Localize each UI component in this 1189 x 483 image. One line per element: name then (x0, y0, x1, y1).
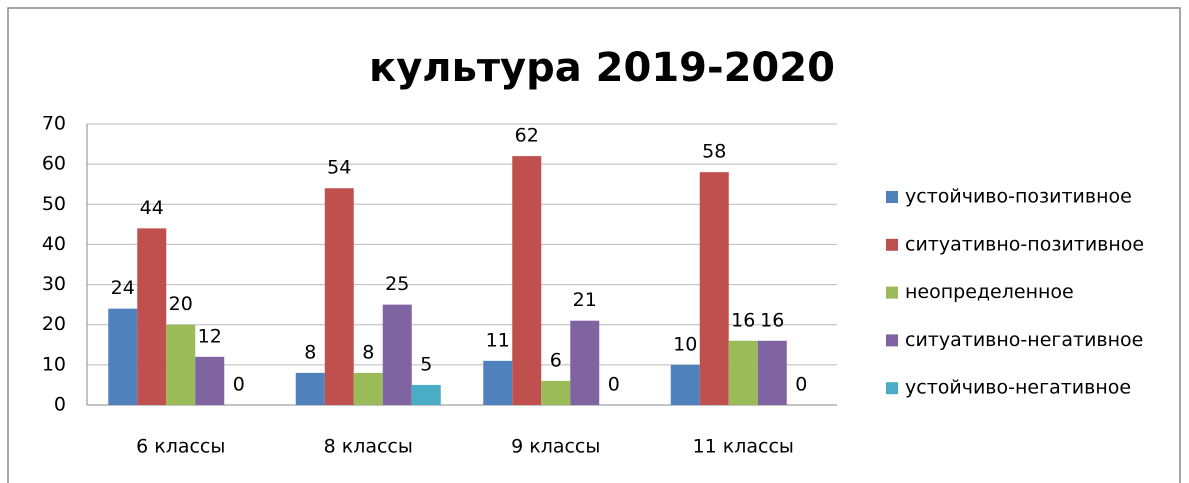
y-tick-label: 20 (42, 313, 66, 335)
bar (512, 156, 542, 405)
data-label: 25 (385, 273, 409, 295)
data-label: 54 (327, 157, 351, 179)
data-label: 62 (515, 125, 539, 147)
y-tick-label: 30 (42, 273, 66, 295)
legend-label: ситуативно-негативное (905, 329, 1143, 351)
data-label: 5 (420, 353, 432, 375)
bar (699, 172, 729, 405)
y-tick-label: 40 (42, 233, 66, 255)
legend-label: устойчиво-позитивное (905, 186, 1132, 208)
bar (137, 228, 167, 405)
legend-swatch (886, 382, 898, 395)
x-tick-label: 9 классы (511, 436, 600, 458)
legend-label: устойчиво-негативное (905, 377, 1131, 399)
data-label: 21 (573, 289, 597, 311)
data-label: 24 (111, 277, 135, 299)
data-label: 0 (233, 374, 245, 396)
y-tick-label: 10 (42, 353, 66, 375)
data-label: 11 (486, 329, 510, 351)
y-tick-label: 0 (54, 394, 66, 416)
bar (728, 340, 758, 405)
bar (324, 188, 354, 405)
legend-label: неопределенное (905, 281, 1074, 303)
bar (108, 308, 138, 405)
legend-swatch (886, 238, 898, 251)
data-label: 12 (198, 325, 222, 347)
data-label: 8 (362, 341, 374, 363)
bar (382, 304, 412, 405)
data-label: 58 (702, 141, 726, 163)
bar (166, 324, 196, 405)
y-tick-label: 60 (42, 153, 66, 175)
y-tick-label: 70 (42, 113, 66, 135)
legend-swatch (886, 191, 898, 203)
bar (570, 320, 600, 405)
data-label: 10 (673, 333, 697, 355)
bar (295, 372, 325, 405)
data-label: 6 (550, 349, 562, 371)
data-label: 44 (140, 197, 164, 219)
legend-swatch (886, 286, 898, 299)
data-label: 0 (608, 374, 620, 396)
legend-swatch (886, 334, 898, 347)
bar (541, 380, 571, 405)
bar (411, 384, 441, 405)
data-label: 16 (731, 309, 755, 331)
chart-title: культура 2019-2020 (369, 45, 835, 91)
data-label: 16 (760, 309, 784, 331)
x-tick-label: 8 классы (324, 436, 413, 458)
x-tick-label: 11 классы (693, 436, 794, 458)
data-label: 20 (169, 293, 193, 315)
bar (757, 340, 787, 405)
bar (195, 356, 225, 405)
chart-frame (7, 7, 1181, 483)
bar (670, 364, 700, 405)
legend-label: ситуативно-позитивное (905, 233, 1144, 255)
bar (483, 360, 513, 405)
y-tick-label: 50 (42, 193, 66, 215)
data-label: 0 (795, 374, 807, 396)
data-label: 8 (304, 341, 316, 363)
bar (353, 372, 383, 405)
x-tick-label: 6 классы (136, 436, 225, 458)
